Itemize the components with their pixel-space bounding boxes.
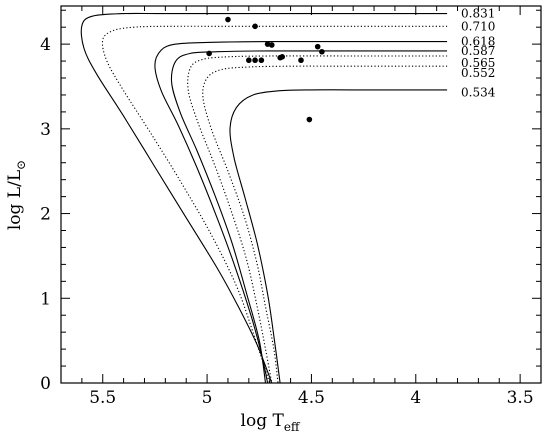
axis-tick-labels: 5.5 5 4.5 4 3.5 0 1 2 3 4 — [40, 35, 533, 408]
star-point — [298, 57, 304, 64]
star-point — [206, 50, 212, 57]
star-point — [252, 23, 258, 30]
y-tick-label: 4 — [40, 35, 51, 55]
y-tick-label: 2 — [40, 205, 51, 225]
x-tick-label: 3.5 — [507, 388, 534, 408]
track-0.552 — [202, 65, 448, 384]
star-point — [225, 16, 231, 23]
star-point — [306, 116, 313, 123]
y-axis-title-main: log L/L — [5, 170, 25, 230]
star-point — [258, 57, 265, 64]
x-axis-title: log Teff — [241, 411, 301, 434]
x-tick-label: 4 — [410, 388, 421, 408]
track-0.618 — [154, 40, 448, 384]
x-tick-label: 5 — [202, 388, 213, 408]
star-point — [246, 57, 252, 64]
mass-label: 0.552 — [461, 66, 495, 80]
star-point — [314, 43, 321, 50]
mass-label: 0.534 — [461, 85, 496, 99]
mass-label: 0.618 — [461, 35, 495, 49]
y-axis-title-sub: ⊙ — [14, 160, 28, 170]
x-axis-title-main: log T — [241, 411, 285, 431]
track-0.587 — [170, 50, 448, 384]
track-0.534 — [229, 89, 448, 384]
track-0.710 — [101, 25, 448, 384]
star-point — [252, 57, 258, 64]
star-points — [206, 16, 325, 123]
x-axis-title-sub: eff — [284, 420, 301, 434]
mass-label: 0.587 — [461, 44, 495, 58]
star-point — [279, 54, 286, 60]
star-point — [268, 42, 275, 48]
plot-frame — [60, 5, 542, 384]
cooling-tracks — [80, 12, 448, 384]
mass-label: 0.565 — [461, 56, 495, 70]
track-0.565 — [187, 55, 448, 384]
star-point — [264, 41, 271, 47]
mass-label: 0.831 — [461, 7, 495, 21]
y-tick-label: 0 — [40, 374, 51, 394]
x-tick-label: 5.5 — [89, 388, 116, 408]
y-tick-label: 3 — [40, 120, 51, 140]
y-tick-label: 1 — [40, 289, 51, 309]
star-point — [319, 48, 325, 55]
y-axis-title: log L/L⊙ — [5, 160, 28, 230]
x-tick-label: 4.5 — [298, 388, 325, 408]
track-0.831 — [80, 12, 448, 384]
mass-label: 0.710 — [461, 19, 495, 33]
